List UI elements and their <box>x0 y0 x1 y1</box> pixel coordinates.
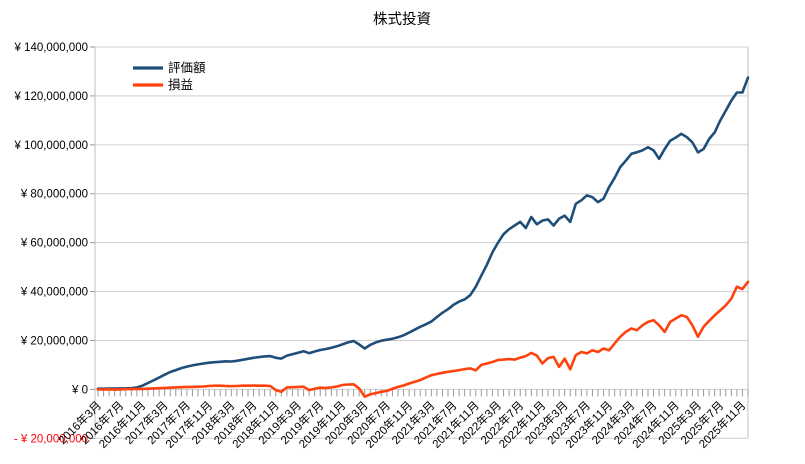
y-axis-label: ¥ 80,000,000 <box>20 189 88 201</box>
series-line-valuation <box>96 76 750 391</box>
y-axis-label: ¥ 0 <box>71 384 88 396</box>
y-axis-label: - ¥ 20,000,000 <box>14 433 88 445</box>
y-axis-label: ¥ 100,000,000 <box>13 140 88 152</box>
y-axis-label: ¥ 40,000,000 <box>20 287 88 299</box>
y-axis-label: ¥ 120,000,000 <box>13 91 88 103</box>
series-line-profit <box>96 280 750 399</box>
chart-title: 株式投資 <box>373 11 431 28</box>
y-axis-label: ¥ 20,000,000 <box>20 335 88 347</box>
y-axis-label: ¥ 60,000,000 <box>20 238 88 250</box>
legend-item-label: 評価額 <box>168 60 206 75</box>
legend-item-label: 損益 <box>168 77 193 92</box>
y-axis-label: ¥ 140,000,000 <box>13 42 88 54</box>
